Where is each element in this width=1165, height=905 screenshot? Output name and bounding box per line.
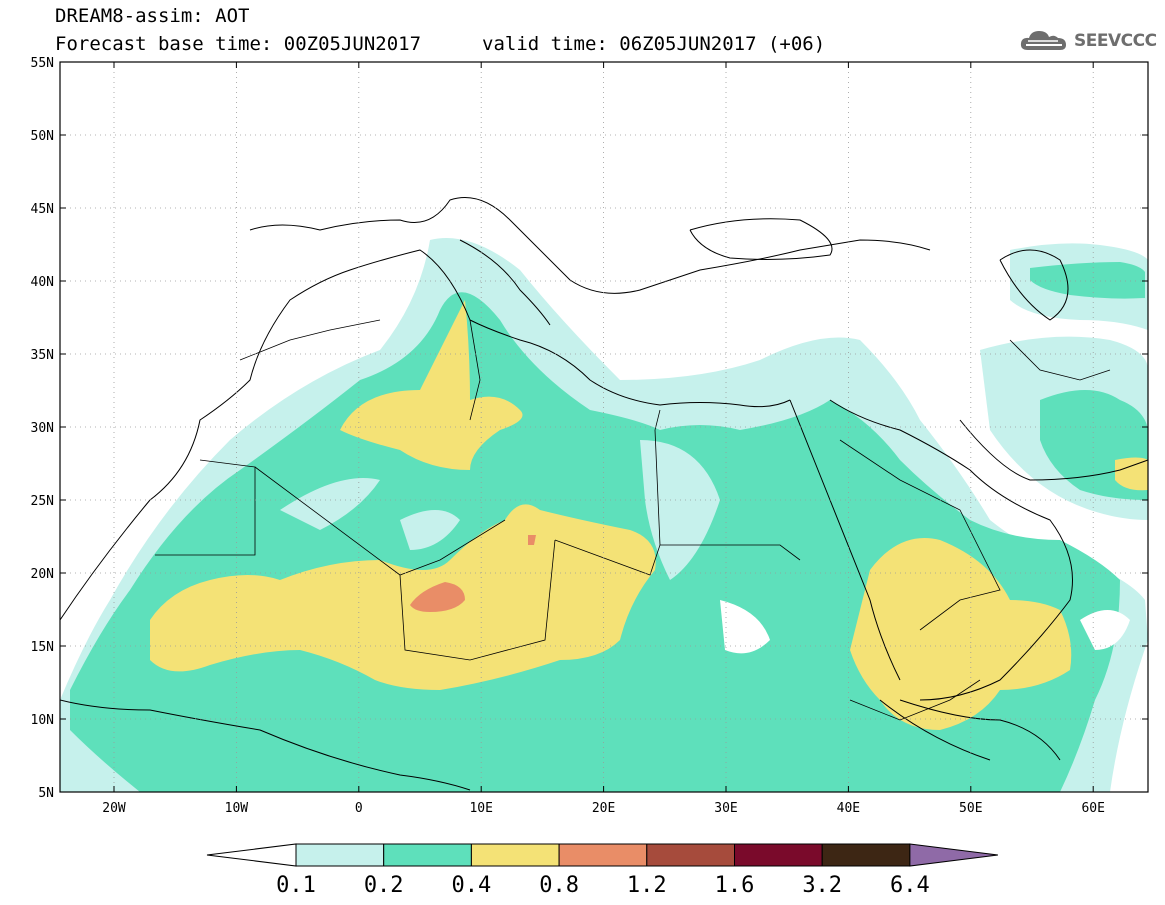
colorbar-label: 0.2 — [364, 873, 404, 898]
colorbar-label: 0.4 — [452, 873, 492, 898]
coast-gulf-aden — [899, 699, 1061, 761]
aot-field — [60, 238, 1148, 792]
border-chad — [554, 429, 661, 576]
longitude-label: 60E — [1081, 801, 1104, 816]
colorbar-swatch — [470, 843, 560, 867]
aot-level-04-north — [340, 300, 523, 470]
axis-ticks — [60, 61, 1148, 793]
longitude-label: 10E — [469, 801, 492, 816]
colorbar-label: 1.2 — [627, 873, 667, 898]
border-sudan — [660, 544, 801, 561]
longitude-label: 50E — [959, 801, 982, 816]
border-iran — [1009, 339, 1111, 381]
colorbar: 0.1 0.2 0.4 0.8 1.2 1.6 3.2 6.4 — [206, 843, 998, 898]
latitude-label: 25N — [31, 494, 54, 509]
aot-level-04-arabia — [850, 538, 1072, 730]
valid-time: valid time: 06Z05JUN2017 (+06) — [482, 33, 826, 55]
forecast-base-time: Forecast base time: 00Z05JUN2017 — [55, 33, 422, 55]
aot-gap-algeria — [400, 510, 460, 550]
colorbar-label: 0.1 — [276, 873, 316, 898]
latitude-labels: 55N 50N 45N 40N 35N 30N 25N 20N 15N 10N 5N — [31, 56, 54, 801]
aot-gap-sahara — [720, 600, 770, 654]
aot-level-04-gulf — [1115, 457, 1148, 491]
coast-europe — [249, 197, 931, 294]
map-title: DREAM8-assim: AOT — [55, 5, 250, 27]
colorbar-label: 3.2 — [802, 873, 842, 898]
colorbar-swatch — [646, 843, 735, 867]
latitude-label: 40N — [31, 275, 54, 290]
logo-text: SEEVCCC — [1074, 31, 1157, 51]
coastlines — [60, 197, 1148, 791]
latitude-label: 15N — [31, 640, 54, 655]
coast-west-africa — [60, 249, 791, 621]
latitude-label: 55N — [31, 56, 54, 71]
colorbar-swatch — [734, 843, 823, 867]
border-tunisia — [469, 319, 481, 421]
border-ethiopia — [849, 679, 981, 721]
latitude-label: 5N — [38, 786, 54, 801]
coast-persian-gulf — [959, 419, 1148, 481]
colorbar-swatch — [383, 843, 472, 867]
coast-guinea — [60, 699, 471, 791]
longitude-label: 0 — [355, 801, 363, 816]
longitude-label: 30E — [714, 801, 737, 816]
longitude-label: 40E — [837, 801, 860, 816]
latitude-label: 30N — [31, 421, 54, 436]
coast-black-sea — [689, 218, 833, 260]
colorbar-under-triangle — [206, 843, 297, 867]
colorbar-swatch — [295, 843, 385, 867]
aot-level-08 — [410, 582, 465, 612]
aot-level-02-east — [1030, 262, 1145, 299]
colorbar-swatch — [558, 843, 648, 867]
colorbar-label: 0.8 — [539, 873, 579, 898]
coast-caspian — [999, 249, 1069, 321]
latitude-label: 35N — [31, 348, 54, 363]
aot-gap-north — [280, 478, 380, 530]
longitude-labels: 20W 10W 0 10E 20E 30E 40E 50E 60E — [102, 801, 1105, 816]
coast-italy — [459, 239, 551, 326]
latitude-label: 50N — [31, 129, 54, 144]
coast-horn — [879, 699, 991, 761]
longitude-label: 20E — [592, 801, 615, 816]
colorbar-label: 6.4 — [890, 873, 930, 898]
seevccc-logo: SEEVCCC — [1018, 26, 1158, 56]
longitude-label: 20W — [102, 801, 126, 816]
border-saudi — [839, 439, 1001, 631]
latitude-label: 20N — [31, 567, 54, 582]
coast-red-sea — [789, 399, 901, 681]
latitude-label: 10N — [31, 713, 54, 728]
border-niger — [399, 539, 556, 661]
borders — [155, 319, 1111, 721]
border-morocco — [239, 319, 381, 361]
colorbar-swatch — [821, 843, 911, 867]
colorbar-over-triangle — [909, 843, 998, 867]
graticule — [60, 62, 1148, 792]
aot-level-08-spot — [528, 535, 536, 545]
aot-level-04-west — [150, 504, 656, 690]
latitude-label: 45N — [31, 202, 54, 217]
coast-arabia — [829, 399, 1073, 701]
longitude-label: 10W — [225, 801, 249, 816]
cloud-icon — [1020, 31, 1066, 50]
aot-gap-arabia — [1080, 610, 1130, 650]
border-mali-algeria — [254, 466, 506, 576]
colorbar-label: 1.6 — [715, 873, 755, 898]
border-mauritania — [155, 459, 256, 556]
